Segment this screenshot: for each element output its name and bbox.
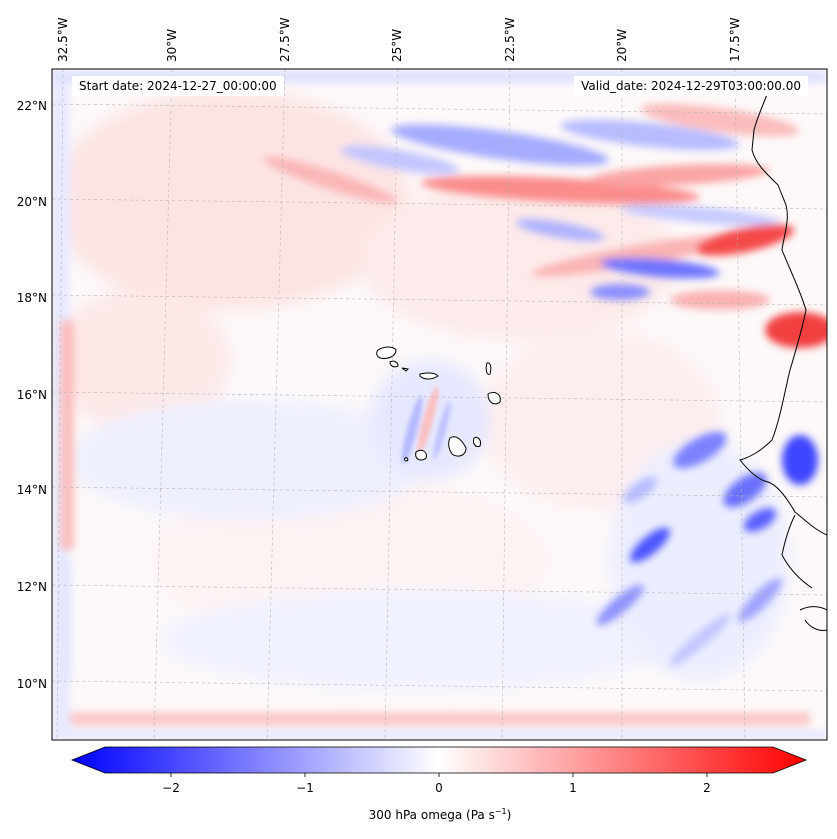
gridlines bbox=[52, 69, 827, 740]
colorbar: −2 −1 0 1 2 bbox=[70, 746, 808, 795]
coastline bbox=[739, 84, 827, 631]
colorbar-label-text: 300 hPa omega (Pa s bbox=[368, 808, 495, 822]
colorbar-tick-label: 1 bbox=[569, 781, 577, 795]
lat-label: 10°N bbox=[17, 677, 47, 691]
lon-label: 27.5°W bbox=[278, 17, 292, 62]
lon-label: 20°W bbox=[615, 29, 629, 62]
lat-label: 22°N bbox=[17, 99, 47, 113]
map-frame bbox=[51, 68, 828, 741]
lon-label: 30°W bbox=[165, 29, 179, 62]
colorbar-label-close: ) bbox=[506, 808, 512, 822]
colorbar-label-exponent: −1 bbox=[494, 807, 507, 816]
valid-date-label: Valid_date: 2024-12-29T03:00:00.00 bbox=[574, 76, 808, 96]
lon-label: 17.5°W bbox=[728, 17, 742, 62]
colorbar-tick-label: −1 bbox=[296, 781, 314, 795]
lat-label: 14°N bbox=[17, 483, 47, 497]
lat-label: 18°N bbox=[17, 291, 47, 305]
colorbar-ticks bbox=[170, 773, 708, 777]
colorbar-body bbox=[70, 746, 808, 774]
omega-field bbox=[52, 69, 827, 740]
cape-verde-islands bbox=[376, 346, 501, 462]
colorbar-tick-label: 0 bbox=[435, 781, 443, 795]
longitude-labels: 32.5°W 30°W 27.5°W 25°W 22.5°W 20°W 17.5… bbox=[56, 17, 742, 62]
lat-label: 16°N bbox=[17, 388, 47, 402]
colorbar-tick-label: −2 bbox=[162, 781, 180, 795]
lon-label: 22.5°W bbox=[503, 17, 517, 62]
lat-label: 12°N bbox=[17, 580, 47, 594]
lon-label: 32.5°W bbox=[56, 17, 70, 62]
colorbar-label: 300 hPa omega (Pa s−1) bbox=[0, 807, 837, 822]
lat-label: 20°N bbox=[17, 195, 47, 209]
latitude-labels: 22°N 20°N 18°N 16°N 14°N 12°N 10°N bbox=[17, 99, 47, 691]
colorbar-tick-label: 2 bbox=[703, 781, 711, 795]
start-date-label: Start date: 2024-12-27_00:00:00 bbox=[72, 76, 284, 96]
lon-label: 25°W bbox=[390, 29, 404, 62]
